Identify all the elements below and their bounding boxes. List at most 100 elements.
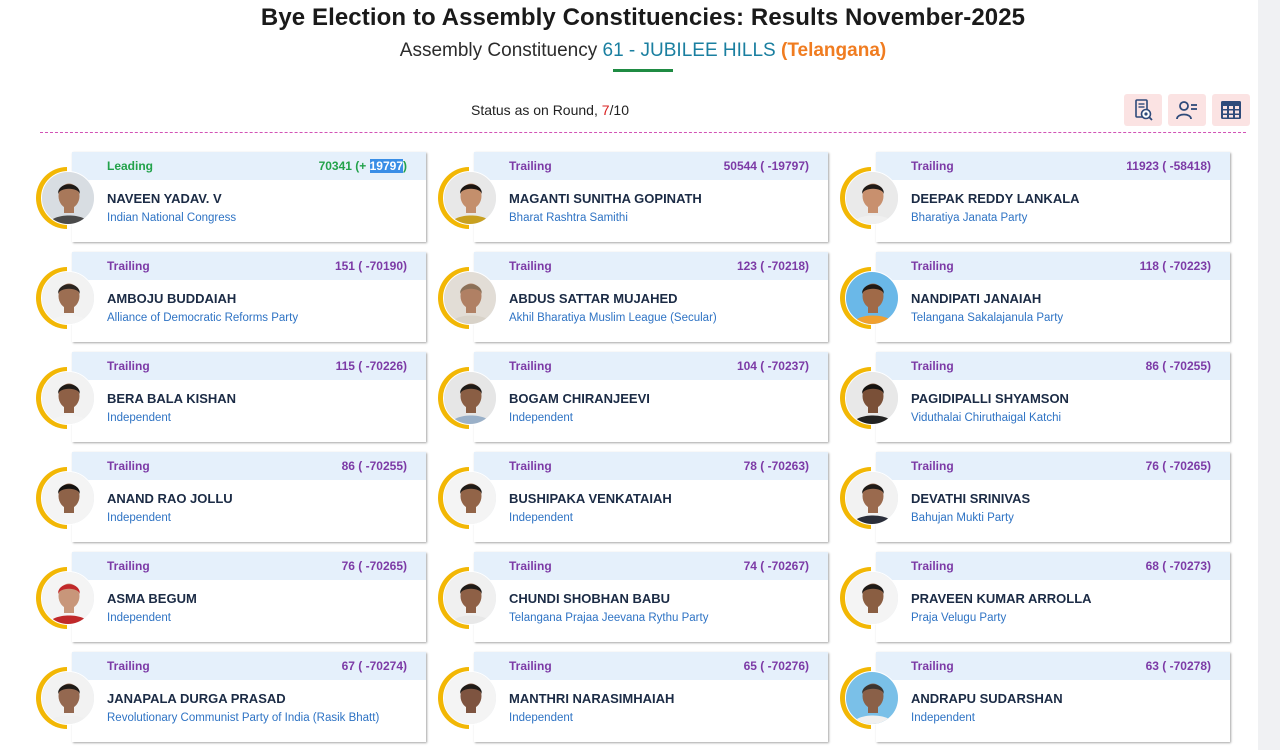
- candidate-status: Trailing: [509, 559, 552, 573]
- candidate-portrait-icon: [444, 172, 496, 224]
- candidate-status-bar: Trailing 86 ( -70255): [72, 452, 426, 480]
- candidate-party: Telangana Prajaa Jeevana Rythu Party: [509, 612, 709, 624]
- votes-count: 67 ( -70274): [341, 659, 407, 673]
- candidate-status-bar: Trailing 151 ( -70190): [72, 252, 426, 280]
- candidate-photo: [41, 171, 95, 225]
- candidate-portrait-icon: [42, 372, 94, 424]
- candidate-card-box: Trailing 115 ( -70226) BERA BALA KISHAN Ind…: [72, 352, 426, 442]
- subtitle-prefix: Assembly Constituency: [399, 40, 598, 61]
- candidate-name: PAGIDIPALLI SHYAMSON: [911, 391, 1069, 406]
- candidate-votes: 86 ( -70255): [1146, 359, 1211, 373]
- candidate-name: BOGAM CHIRANJEEVI: [509, 391, 650, 406]
- candidate-photo: [443, 371, 497, 425]
- candidate-card[interactable]: Trailing 86 ( -70255) ANAND RAO JOLLU Indep…: [36, 452, 428, 542]
- candidate-portrait-icon: [444, 372, 496, 424]
- candidate-card-box: Trailing 104 ( -70237) BOGAM CHIRANJEEVI In…: [474, 352, 828, 442]
- candidate-card[interactable]: Trailing 123 ( -70218) ABDUS SATTAR MUJAHE…: [438, 252, 830, 342]
- candidate-votes: 50544 ( -19797): [724, 159, 809, 173]
- candidate-card[interactable]: Trailing 76 ( -70265) ASMA BEGUM Independen…: [36, 552, 428, 642]
- candidate-status: Trailing: [911, 359, 954, 373]
- candidate-party: Independent: [107, 412, 171, 424]
- candidate-card-box: Leading 70341 (+ 19797) NAVEEN YADAV. V Ind…: [72, 152, 426, 242]
- candidate-party: Alliance of Democratic Reforms Party: [107, 312, 299, 324]
- votes-count: 86 ( -70255): [1145, 359, 1211, 373]
- candidate-card[interactable]: Leading 70341 (+ 19797) NAVEEN YADAV. V Ind…: [36, 152, 428, 242]
- candidate-card[interactable]: Trailing 76 ( -70265) DEVATHI SRINIVAS Bahu…: [840, 452, 1232, 542]
- candidate-card[interactable]: Trailing 115 ( -70226) BERA BALA KISHAN Ind…: [36, 352, 428, 442]
- votes-count: 151 ( -70190): [334, 259, 407, 273]
- candidate-photo: [443, 571, 497, 625]
- candidate-card[interactable]: Trailing 65 ( -70276) MANTHRI NARASIMHAIAH…: [438, 652, 830, 742]
- candidate-card[interactable]: Trailing 104 ( -70237) BOGAM CHIRANJEEVI In…: [438, 352, 830, 442]
- total-rounds: /10: [609, 102, 630, 118]
- candidate-portrait-icon: [846, 572, 898, 624]
- candidate-name: JANAPALA DURGA PRASAD: [107, 691, 286, 706]
- candidate-votes: 115 ( -70226): [336, 359, 407, 373]
- candidate-card[interactable]: Trailing 68 ( -70273) PRAVEEN KUMAR ARROLL…: [840, 552, 1232, 642]
- candidate-status: Trailing: [911, 259, 954, 273]
- round-status: Status as on Round, 7/10: [0, 102, 1100, 118]
- candidate-party: Independent: [107, 612, 171, 624]
- candidate-portrait-icon: [846, 472, 898, 524]
- candidate-card-box: Trailing 74 ( -70267) CHUNDI SHOBHAN BABU T…: [474, 552, 828, 642]
- candidate-portrait-icon: [42, 172, 94, 224]
- candidate-status: Trailing: [107, 459, 150, 473]
- candidate-status: Trailing: [911, 559, 954, 573]
- candidate-status: Trailing: [911, 659, 954, 673]
- candidate-status-bar: Trailing 118 ( -70223): [876, 252, 1230, 280]
- candidate-photo: [443, 471, 497, 525]
- page-title: Bye Election to Assembly Constituencies:…: [260, 4, 1026, 31]
- candidate-card-box: Trailing 63 ( -70278) ANDRAPU SUDARSHAN Ind…: [876, 652, 1230, 742]
- candidate-photo: [443, 671, 497, 725]
- candidate-card[interactable]: Trailing 63 ( -70278) ANDRAPU SUDARSHAN Ind…: [840, 652, 1232, 742]
- candidate-card[interactable]: Trailing 118 ( -70223) NANDIPATI JANAIAH Te…: [840, 252, 1232, 342]
- candidate-status-bar: Trailing 67 ( -70274): [72, 652, 426, 680]
- candidate-card[interactable]: Trailing 78 ( -70263) BUSHIPAKA VENKATAIAH…: [438, 452, 830, 542]
- candidate-votes: 78 ( -70263): [744, 459, 809, 473]
- candidate-party: Praja Velugu Party: [911, 612, 1007, 624]
- candidate-card[interactable]: Trailing 86 ( -70255) PAGIDIPALLI SHYAMSON…: [840, 352, 1232, 442]
- votes-count: 76 ( -70265): [1145, 459, 1211, 473]
- candidate-card[interactable]: Trailing 67 ( -70274) JANAPALA DURGA PRASA…: [36, 652, 428, 742]
- table-view-button[interactable]: [1212, 94, 1250, 126]
- candidate-name: BERA BALA KISHAN: [107, 391, 237, 406]
- candidate-status-bar: Trailing 86 ( -70255): [876, 352, 1230, 380]
- candidate-photo: [41, 271, 95, 325]
- candidate-votes: 123 ( -70218): [737, 259, 809, 273]
- current-round: 7: [601, 102, 610, 118]
- candidate-photo: [443, 271, 497, 325]
- candidate-party: Akhil Bharatiya Muslim League (Secular): [509, 312, 717, 324]
- candidate-card[interactable]: Trailing 74 ( -70267) CHUNDI SHOBHAN BABU T…: [438, 552, 830, 642]
- votes-count: 74 ( -70267): [743, 559, 809, 573]
- candidate-status-bar: Trailing 78 ( -70263): [474, 452, 828, 480]
- candidate-card[interactable]: Trailing 50544 ( -19797) MAGANTI SUNITHA G…: [438, 152, 830, 242]
- candidate-portrait-icon: [846, 372, 898, 424]
- candidate-photo: [41, 671, 95, 725]
- candidate-card-box: Trailing 86 ( -70255) PAGIDIPALLI SHYAMSON…: [876, 352, 1230, 442]
- candidate-name: MANTHRI NARASIMHAIAH: [509, 691, 675, 706]
- candidate-status: Leading: [107, 159, 154, 173]
- candidate-card[interactable]: Trailing 151 ( -70190) AMBOJU BUDDAIAH Alli…: [36, 252, 428, 342]
- candidate-card[interactable]: Trailing 11923 ( -58418) DEEPAK REDDY LANK…: [840, 152, 1232, 242]
- votes-count: 63 ( -70278): [1145, 659, 1211, 673]
- candidate-votes: 76 ( -70265): [342, 559, 407, 573]
- candidate-status-bar: Trailing 74 ( -70267): [474, 552, 828, 580]
- candidate-votes: 118 ( -70223): [1140, 259, 1211, 273]
- candidate-name: CHUNDI SHOBHAN BABU: [509, 591, 671, 606]
- candidate-photo: [845, 271, 899, 325]
- trend-report-button[interactable]: [1124, 94, 1162, 126]
- candidate-party: Independent: [107, 512, 171, 524]
- candidate-card-box: Trailing 76 ( -70265) DEVATHI SRINIVAS Bahu…: [876, 452, 1230, 542]
- votes-count: 68 ( -70273): [1145, 559, 1211, 573]
- trend-report-icon: [1135, 99, 1153, 121]
- candidate-list-button[interactable]: [1168, 94, 1206, 126]
- candidate-card-box: Trailing 86 ( -70255) ANAND RAO JOLLU Indep…: [72, 452, 426, 542]
- section-divider: [40, 132, 1246, 133]
- table-view-icon: [1221, 101, 1241, 119]
- candidate-party: Bahujan Mukti Party: [911, 512, 1014, 524]
- candidate-party: Independent: [509, 712, 573, 724]
- candidate-name: DEVATHI SRINIVAS: [911, 491, 1031, 506]
- candidate-portrait-icon: [846, 672, 898, 724]
- candidate-card-box: Trailing 78 ( -70263) BUSHIPAKA VENKATAIAH…: [474, 452, 828, 542]
